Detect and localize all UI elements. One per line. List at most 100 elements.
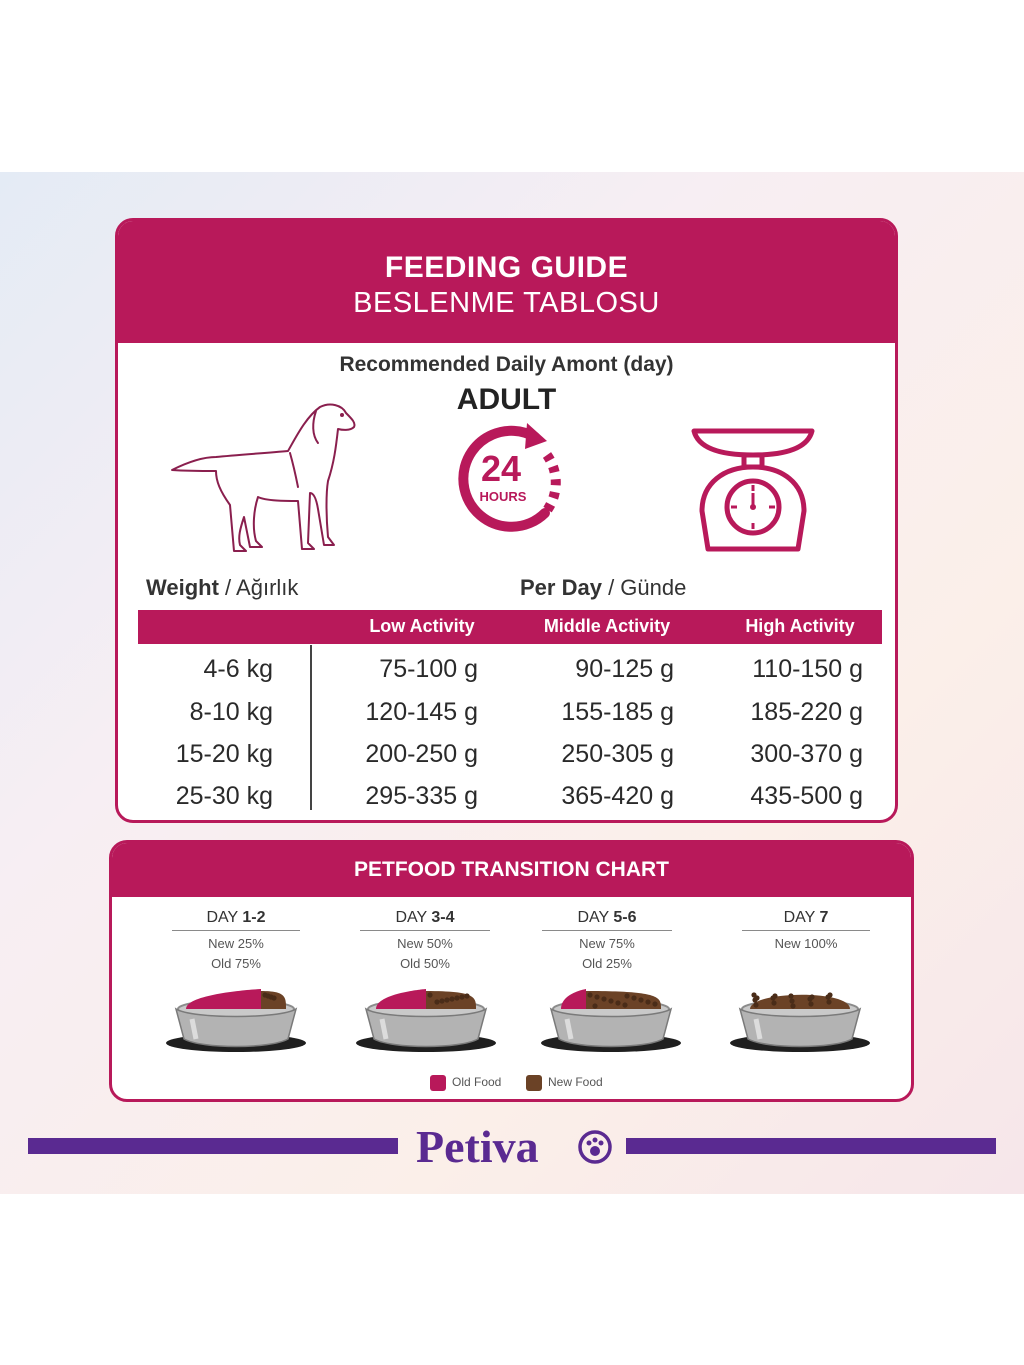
new-food-portion [750, 994, 850, 1009]
day-old-percent: Old 50% [400, 956, 450, 971]
kibble-piece [652, 1001, 658, 1007]
weight-label: Weight / Ağırlık [146, 575, 299, 600]
brand-bar-left [28, 1138, 398, 1154]
transition-title: PETFOOD TRANSITION CHART [354, 858, 669, 881]
day-new-percent: New 75% [579, 936, 635, 951]
table-cell-high: 435-500 g [750, 782, 863, 810]
kibble-piece [464, 993, 470, 999]
table-cell-mid: 155-185 g [561, 698, 674, 726]
kibble-piece [444, 997, 450, 1003]
feeding-guide-card: FEEDING GUIDE BESLENME TABLOSU Recommend… [115, 218, 898, 823]
table-cell-low: 75-100 g [379, 655, 478, 683]
day-old-percent: Old 25% [582, 956, 632, 971]
bowl-shine [189, 1018, 199, 1040]
kibble-piece [772, 993, 778, 999]
kibble-piece [809, 994, 815, 1000]
recommended-amount-label: Recommended Daily Amont (day) [339, 353, 674, 376]
paw-logo-icon [578, 1130, 612, 1164]
kibble-piece [587, 992, 593, 998]
feeding-guide-subtitle: BESLENME TABLOSU [353, 287, 660, 319]
kibble-piece [790, 1003, 796, 1009]
kibble-piece [608, 998, 614, 1004]
table-divider [310, 645, 312, 810]
clock-24-icon: 24 HOURS [458, 423, 561, 532]
table-cell-high: 300-370 g [750, 740, 863, 768]
dog-icon [171, 403, 356, 552]
col-middle-activity: Middle Activity [543, 616, 671, 636]
brand-bar-right [626, 1138, 996, 1154]
kibble-piece [449, 996, 455, 1002]
feeding-guide-title: FEEDING GUIDE [384, 251, 629, 284]
bowl-shine [753, 1018, 763, 1040]
transition-day-1: DAY 1-2 New 25% Old 75% [172, 909, 300, 974]
food-bowl-icon [356, 989, 496, 1052]
kibble-piece [615, 1000, 621, 1006]
transition-day-2: DAY 3-4 New 50% Old 50% [360, 909, 490, 974]
bowl-body [364, 1007, 488, 1048]
kibble-piece [439, 998, 445, 1004]
kibble-piece [622, 1002, 628, 1008]
table-cell-weight: 25-30 kg [175, 782, 273, 810]
table-cell-low: 120-145 g [365, 698, 478, 726]
day-new-percent: New 50% [397, 936, 453, 951]
life-stage-label: ADULT [456, 383, 557, 416]
feeding-guide-banner: FEEDING GUIDE BESLENME TABLOSU [118, 221, 895, 343]
kibble-piece [808, 1001, 814, 1007]
old-food-portion [561, 989, 586, 1009]
transition-chart-card: PETFOOD TRANSITION CHART DAY 1-2 New 25%… [109, 840, 914, 1102]
kibble-piece [631, 995, 637, 1001]
food-bowl-icon [541, 989, 681, 1052]
table-header: Low Activity Middle Activity High Activi… [138, 610, 882, 644]
kibble-piece [434, 999, 440, 1005]
kibble-piece [754, 995, 760, 1001]
brand-logo: Petiva [410, 1118, 614, 1178]
kibble-piece [771, 1000, 777, 1006]
old-food-portion [186, 989, 261, 1009]
new-food-portion [586, 991, 661, 1009]
kibble-piece [788, 993, 794, 999]
per-day-label: Per Day / Günde [520, 575, 687, 600]
table-cell-low: 295-335 g [365, 782, 478, 810]
kibble-piece [594, 994, 600, 1000]
kibble-piece [638, 997, 644, 1003]
bowl-body [738, 1007, 862, 1048]
legend-old-food: Old Food [430, 1075, 501, 1091]
table-cell-mid: 365-420 g [561, 782, 674, 810]
bowl-shine [379, 1018, 389, 1040]
kibble-piece [624, 993, 630, 999]
old-food-swatch [430, 1075, 446, 1091]
kibble-piece [454, 995, 460, 1001]
kibble-piece [753, 1002, 759, 1008]
col-high-activity: High Activity [745, 616, 855, 636]
kibble-piece [789, 998, 795, 1004]
transition-banner: PETFOOD TRANSITION CHART [112, 843, 911, 897]
bowl-body [549, 1007, 673, 1048]
table-cell-high: 185-220 g [750, 698, 863, 726]
kibble-piece [427, 992, 433, 998]
table-cell-weight: 4-6 kg [203, 655, 273, 683]
clock-unit: HOURS [480, 489, 527, 504]
day-old-percent: Old 75% [211, 956, 261, 971]
transition-day-3: DAY 5-6 New 75% Old 25% [542, 909, 672, 974]
old-food-portion [376, 989, 426, 1009]
table-cell-mid: 250-305 g [561, 740, 674, 768]
bowl-body [174, 1007, 298, 1048]
scale-icon [691, 428, 815, 552]
bowl-shine [564, 1018, 574, 1040]
food-bowl-icon [730, 992, 870, 1052]
table-cell-low: 200-250 g [365, 740, 478, 768]
day-new-percent: New 25% [208, 936, 264, 951]
kibble-piece [459, 994, 465, 1000]
kibble-piece [592, 1003, 598, 1009]
table-cell-weight: 8-10 kg [189, 698, 273, 726]
col-low-activity: Low Activity [369, 616, 475, 636]
kibble-piece [827, 992, 833, 998]
clock-number: 24 [481, 448, 521, 489]
food-bowl-icon [166, 989, 306, 1052]
day-new-percent: New 100% [774, 936, 838, 951]
kibble-piece [826, 999, 832, 1005]
legend-new-food: New Food [526, 1075, 603, 1091]
kibble-piece [645, 999, 651, 1005]
kibble-piece [271, 995, 277, 1001]
table-cell-weight: 15-20 kg [175, 740, 273, 768]
